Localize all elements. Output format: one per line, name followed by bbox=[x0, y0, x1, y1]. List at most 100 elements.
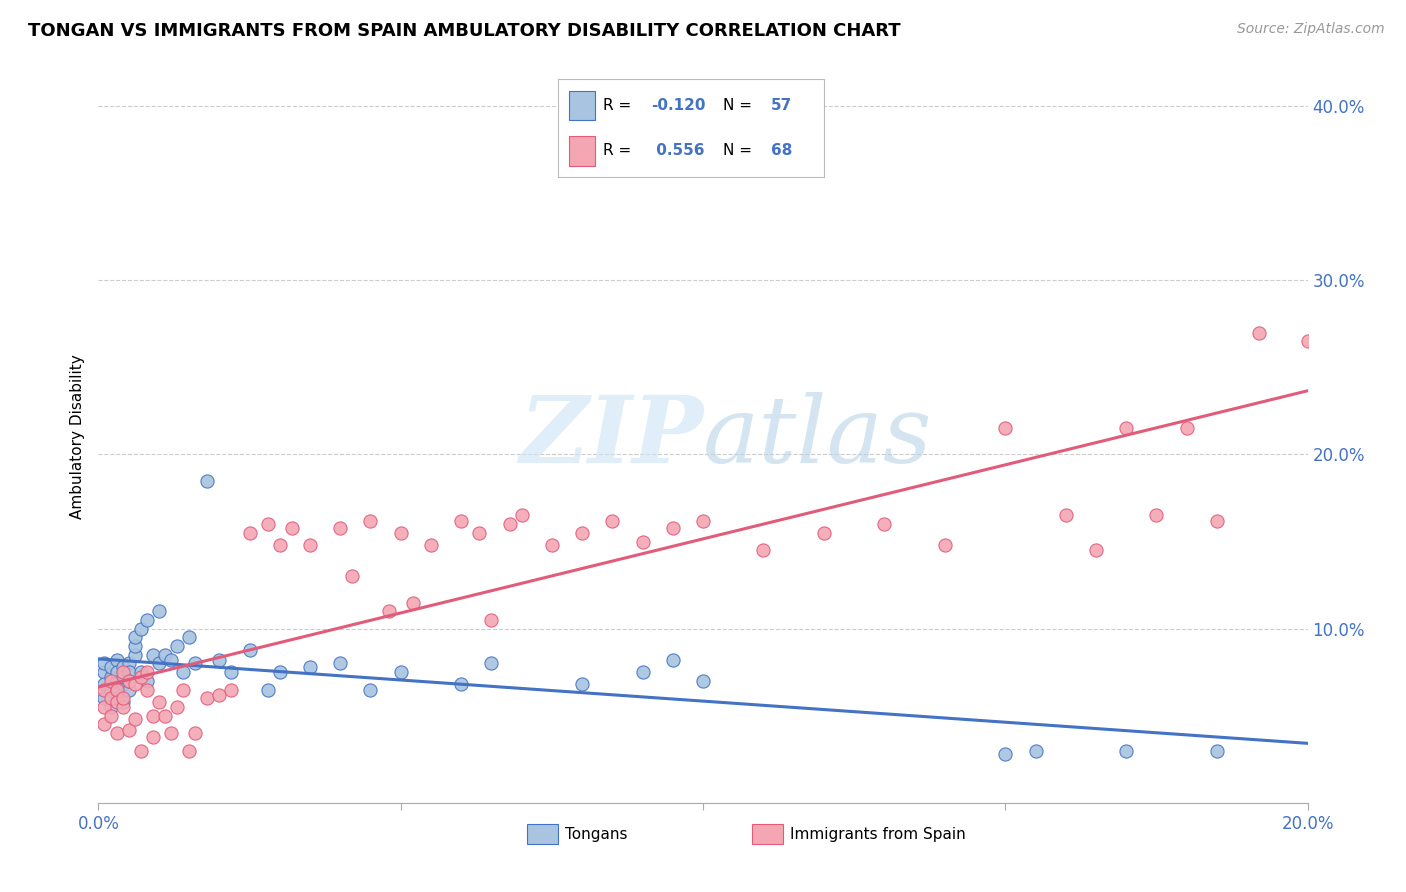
Point bbox=[389, 525, 412, 540]
Point bbox=[148, 695, 170, 709]
Point bbox=[124, 677, 146, 691]
Point bbox=[692, 514, 714, 528]
Point bbox=[602, 514, 624, 528]
Point bbox=[100, 660, 122, 674]
Point bbox=[402, 595, 425, 609]
Point bbox=[111, 700, 134, 714]
Point bbox=[329, 521, 352, 535]
Point bbox=[239, 642, 262, 657]
Point bbox=[142, 730, 165, 744]
Point bbox=[105, 726, 128, 740]
Point bbox=[934, 538, 956, 552]
Point bbox=[105, 673, 128, 688]
Point bbox=[873, 517, 896, 532]
Point bbox=[239, 525, 262, 540]
Point bbox=[135, 673, 157, 688]
Point bbox=[93, 665, 115, 680]
Point bbox=[498, 517, 520, 532]
Point bbox=[1296, 334, 1319, 349]
Point bbox=[100, 700, 122, 714]
Point bbox=[631, 665, 654, 680]
Point bbox=[100, 673, 122, 688]
Text: atlas: atlas bbox=[703, 392, 932, 482]
Point bbox=[172, 682, 194, 697]
Point bbox=[1249, 326, 1271, 340]
Point bbox=[208, 688, 231, 702]
Point bbox=[118, 665, 141, 680]
Point bbox=[179, 743, 201, 757]
Point bbox=[166, 700, 188, 714]
Point bbox=[93, 700, 115, 714]
Text: TONGAN VS IMMIGRANTS FROM SPAIN AMBULATORY DISABILITY CORRELATION CHART: TONGAN VS IMMIGRANTS FROM SPAIN AMBULATO… bbox=[28, 22, 901, 40]
Point bbox=[142, 648, 165, 662]
Point bbox=[1144, 508, 1167, 523]
Point bbox=[129, 665, 152, 680]
Point bbox=[752, 543, 775, 558]
Point bbox=[661, 653, 683, 667]
Point bbox=[571, 677, 593, 691]
Point bbox=[160, 653, 183, 667]
Point bbox=[172, 665, 194, 680]
Text: Source: ZipAtlas.com: Source: ZipAtlas.com bbox=[1237, 22, 1385, 37]
Point bbox=[118, 673, 141, 688]
Point bbox=[360, 514, 382, 528]
Text: ZIP: ZIP bbox=[519, 392, 703, 482]
Point bbox=[105, 653, 128, 667]
Point bbox=[135, 613, 157, 627]
Point bbox=[124, 712, 146, 726]
Point bbox=[1115, 743, 1137, 757]
Point bbox=[148, 604, 170, 618]
Point bbox=[111, 665, 134, 680]
Point bbox=[100, 708, 122, 723]
Point bbox=[540, 538, 562, 552]
Point bbox=[342, 569, 364, 583]
Point bbox=[468, 525, 491, 540]
Point bbox=[118, 682, 141, 697]
Point bbox=[1206, 514, 1229, 528]
Point bbox=[124, 648, 146, 662]
Point bbox=[1024, 743, 1046, 757]
Y-axis label: Ambulatory Disability: Ambulatory Disability bbox=[69, 355, 84, 519]
Point bbox=[571, 525, 593, 540]
Point bbox=[221, 682, 243, 697]
Point bbox=[221, 665, 243, 680]
Point bbox=[269, 665, 291, 680]
Point bbox=[160, 726, 183, 740]
Point bbox=[208, 653, 231, 667]
Point bbox=[93, 682, 115, 697]
Point bbox=[1115, 421, 1137, 435]
Point bbox=[111, 660, 134, 674]
Point bbox=[1175, 421, 1198, 435]
Point bbox=[111, 670, 134, 684]
Point bbox=[129, 670, 152, 684]
Point bbox=[1054, 508, 1077, 523]
Point bbox=[184, 657, 207, 671]
Point bbox=[1206, 743, 1229, 757]
Point bbox=[129, 743, 152, 757]
Point bbox=[142, 708, 165, 723]
Point bbox=[631, 534, 654, 549]
Point bbox=[105, 695, 128, 709]
Point bbox=[166, 639, 188, 653]
Point bbox=[299, 660, 322, 674]
Point bbox=[100, 682, 122, 697]
Point bbox=[450, 514, 472, 528]
Point bbox=[124, 639, 146, 653]
Point bbox=[93, 677, 115, 691]
Point bbox=[195, 474, 218, 488]
Point bbox=[105, 682, 128, 697]
Point bbox=[813, 525, 835, 540]
Point bbox=[994, 747, 1017, 761]
Point bbox=[105, 665, 128, 680]
Point bbox=[994, 421, 1017, 435]
Point bbox=[93, 691, 115, 706]
Point bbox=[153, 708, 176, 723]
Point bbox=[389, 665, 412, 680]
Point bbox=[118, 657, 141, 671]
Point bbox=[118, 673, 141, 688]
Point bbox=[100, 670, 122, 684]
Point bbox=[111, 677, 134, 691]
Point bbox=[360, 682, 382, 697]
Point bbox=[195, 691, 218, 706]
Point bbox=[692, 673, 714, 688]
